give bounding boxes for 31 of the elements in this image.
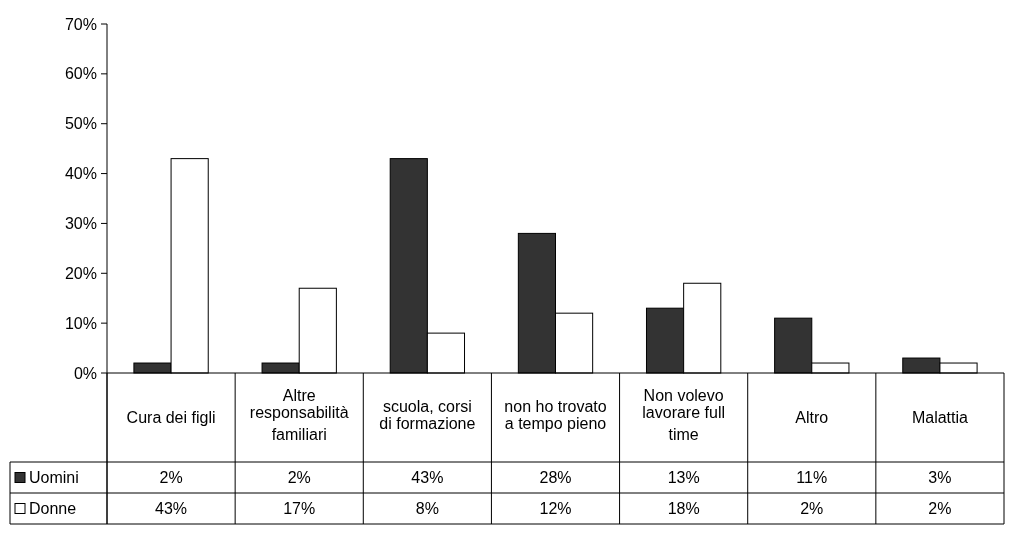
y-tick-label: 30% xyxy=(64,215,97,233)
x-tick-label: Altre responsabilità familiari xyxy=(249,387,349,443)
data-label: 2% xyxy=(800,500,824,518)
data-label: 11% xyxy=(796,469,828,487)
legend-label: Donne xyxy=(29,500,77,518)
y-tick-label: 10% xyxy=(64,314,97,332)
y-tick-label: 0% xyxy=(73,364,97,382)
data-label: 17% xyxy=(283,500,316,518)
y-tick-label: 70% xyxy=(64,15,97,33)
x-tick-label: Non volevo lavorare full time xyxy=(642,387,725,443)
data-label: 13% xyxy=(667,469,700,487)
y-tick-label: 40% xyxy=(64,165,97,183)
legend-label: Uomini xyxy=(29,469,79,487)
data-label: 3% xyxy=(928,469,952,487)
data-label: 28% xyxy=(539,469,572,487)
y-tick-label: 20% xyxy=(64,264,97,282)
y-tick-label: 50% xyxy=(64,115,97,133)
data-label: 43% xyxy=(411,469,444,487)
data-label: 43% xyxy=(155,500,188,518)
x-tick-label: scuola, corsi di formazione xyxy=(379,398,476,432)
data-label: 18% xyxy=(667,500,700,518)
y-tick-label: 60% xyxy=(64,65,97,83)
data-label: 8% xyxy=(415,500,439,518)
data-label: 2% xyxy=(159,469,183,487)
data-label: 12% xyxy=(539,500,572,518)
data-label: 2% xyxy=(287,469,311,487)
x-tick-label: non ho trovato a tempo pieno xyxy=(504,398,607,432)
data-label: 2% xyxy=(928,500,952,518)
x-tick-label: Altro xyxy=(795,409,829,427)
x-tick-label: Malattia xyxy=(911,409,969,427)
x-tick-label: Cura dei figli xyxy=(126,409,216,427)
